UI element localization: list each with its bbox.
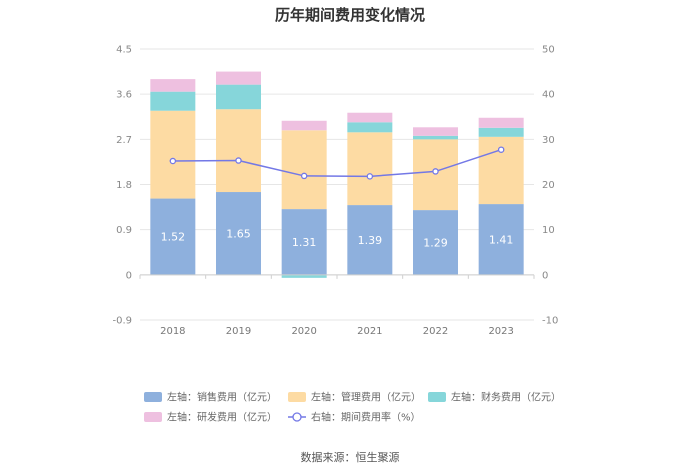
line-layer: [169, 146, 505, 180]
line-point: [497, 146, 505, 153]
y-left-tick-label: 2.7: [116, 135, 132, 146]
line-series-path: [172, 149, 502, 178]
chart-title: 历年期间费用变化情况: [275, 6, 425, 24]
x-tick-label: 2020: [291, 326, 316, 337]
bar-segment: [216, 84, 261, 110]
legend-label: 左轴：管理费用（亿元）: [311, 391, 421, 404]
y-left-tick-label: 0: [126, 270, 132, 281]
y-left-tick-label: 0.9: [116, 225, 132, 236]
y-left-tick-label: -0.9: [112, 316, 132, 327]
bar-data-label: 1.65: [226, 227, 251, 240]
line-point: [366, 173, 374, 180]
bar-segment: [281, 209, 327, 275]
bar-segment: [216, 109, 261, 193]
bar-segment: [347, 122, 393, 133]
x-tick-label: 2018: [160, 326, 185, 337]
bar-segment: [478, 117, 524, 128]
bar-data-label: 1.29: [423, 236, 448, 249]
bar-data-label: 1.39: [358, 234, 383, 247]
axis-layer: -0.9 -10 0 0 0.9 10 1.8 20 2.7 30 3.6 40 4.5 50 2018 20…: [112, 45, 558, 338]
legend-swatch: [144, 392, 162, 402]
bar-label-layer: 1.52 1.65 1.31 1.39 1.29 1.41: [161, 227, 514, 249]
y-left-tick-label: 4.5: [116, 45, 132, 56]
y-left-tick-label: 1.8: [116, 180, 132, 191]
bar-segment: [150, 91, 196, 111]
bar-segment: [347, 132, 393, 206]
bar-segment: [347, 205, 393, 275]
bar-data-label: 1.31: [292, 236, 317, 249]
y-right-tick-label: 20: [542, 180, 555, 191]
y-right-tick-label: 10: [542, 225, 555, 236]
y-right-tick-label: 0: [542, 270, 548, 281]
bar-segment: [216, 192, 261, 275]
y-right-tick-label: -10: [542, 316, 558, 327]
legend-swatch: [288, 392, 306, 402]
x-tick-label: 2023: [488, 326, 513, 337]
line-point: [169, 157, 177, 165]
x-tick-label: 2022: [423, 326, 448, 337]
bar-data-label: 1.52: [161, 231, 186, 244]
line-point: [432, 168, 439, 175]
legend-label: 左轴：销售费用（亿元）: [167, 391, 277, 404]
bar-layer: [150, 71, 524, 278]
bar-segment: [150, 79, 196, 92]
bar-segment: [413, 135, 458, 140]
line-point: [235, 157, 242, 164]
bar-segment: [281, 120, 327, 131]
bar-segment: [413, 127, 458, 136]
y-right-tick-label: 40: [542, 90, 555, 101]
bar-segment: [413, 139, 458, 211]
line-point: [300, 172, 308, 180]
bar-segment: [281, 130, 327, 210]
legend-label: 左轴：财务费用（亿元）: [451, 391, 561, 404]
bar-segment: [150, 110, 196, 199]
x-tick-label: 2019: [226, 326, 251, 337]
legend-swatch: [428, 392, 446, 402]
x-tick-label: 2021: [357, 326, 382, 337]
legend: 左轴：销售费用（亿元） 左轴：管理费用（亿元） 左轴：财务费用（亿元） 左轴：研发费用…: [144, 391, 561, 424]
bar-segment: [478, 204, 524, 275]
legend-swatch: [144, 412, 162, 422]
bar-segment: [150, 198, 196, 275]
legend-swatch-marker: [292, 412, 302, 422]
source-note: 数据来源：恒生聚源: [301, 450, 400, 464]
legend-label: 左轴：研发费用（亿元）: [167, 411, 277, 424]
grid-layer: [140, 48, 534, 321]
bar-segment: [216, 71, 261, 85]
bar-segment: [413, 210, 458, 275]
y-left-tick-label: 3.6: [116, 90, 132, 101]
bar-segment: [347, 112, 393, 123]
y-right-tick-label: 50: [542, 45, 555, 56]
legend-label: 右轴：期间费用率（%）: [311, 411, 421, 424]
bar-segment: [281, 274, 327, 278]
bar-data-label: 1.41: [489, 233, 514, 246]
bar-segment: [478, 127, 524, 137]
y-right-tick-label: 30: [542, 135, 555, 146]
